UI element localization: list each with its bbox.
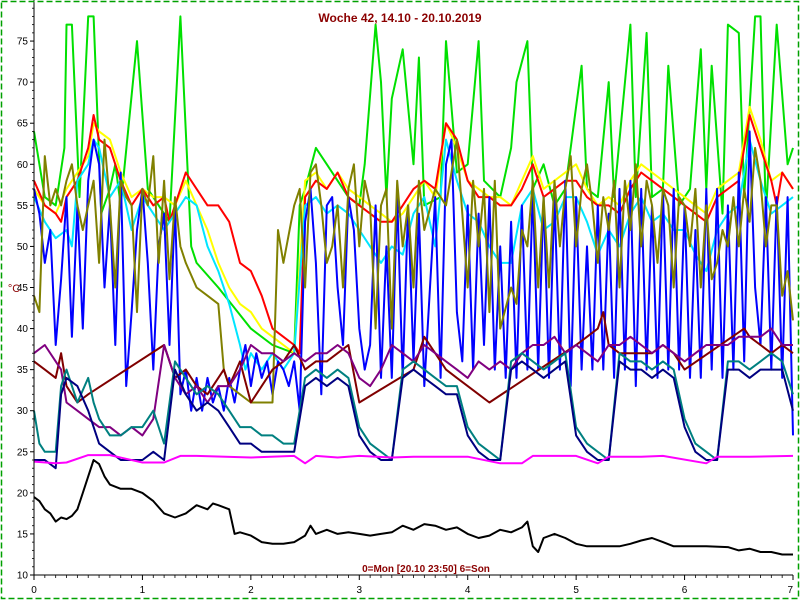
x-tick-label: 1 (140, 585, 146, 596)
y-tick-label: 30 (17, 406, 29, 417)
series-line-2 (33, 114, 794, 355)
x-tick-label: 3 (357, 585, 363, 596)
y-tick-label: 10 (17, 571, 29, 582)
y-tick-label: 45 (17, 283, 29, 294)
y-tick-label: 55 (17, 201, 29, 212)
y-tick-label: 50 (17, 242, 29, 253)
y-tick-label: 60 (17, 160, 29, 171)
x-tick-label: 7 (787, 585, 793, 596)
x-tick-label: 2 (248, 585, 254, 596)
series-layer (33, 15, 794, 556)
series-line-7 (33, 327, 793, 437)
y-tick-label: 35 (17, 365, 29, 376)
series-line-5 (33, 138, 794, 404)
y-tick-label: 40 (17, 324, 29, 335)
chart-annotation: 0=Mon [20.10 23:50] 6=Son (362, 564, 490, 575)
y-tick-label: 25 (17, 447, 29, 458)
chart-title: Woche 42, 14.10 - 20.10.2019 (318, 11, 482, 25)
y-tick-label: 75 (17, 37, 29, 48)
series-line-11 (33, 459, 793, 556)
y-tick-label: 65 (17, 119, 29, 130)
series-line-9 (34, 360, 794, 470)
x-tick-label: 4 (465, 585, 471, 596)
y-axis-label: °C (8, 283, 20, 295)
y-tick-label: 70 (17, 78, 29, 89)
x-tick-label: 6 (682, 585, 688, 596)
y-tick-label: 20 (17, 488, 29, 499)
x-tick-label: 5 (573, 585, 579, 596)
y-tick-label: 15 (17, 529, 29, 540)
series-line-10 (33, 454, 794, 465)
x-tick-label: 0 (31, 585, 37, 596)
